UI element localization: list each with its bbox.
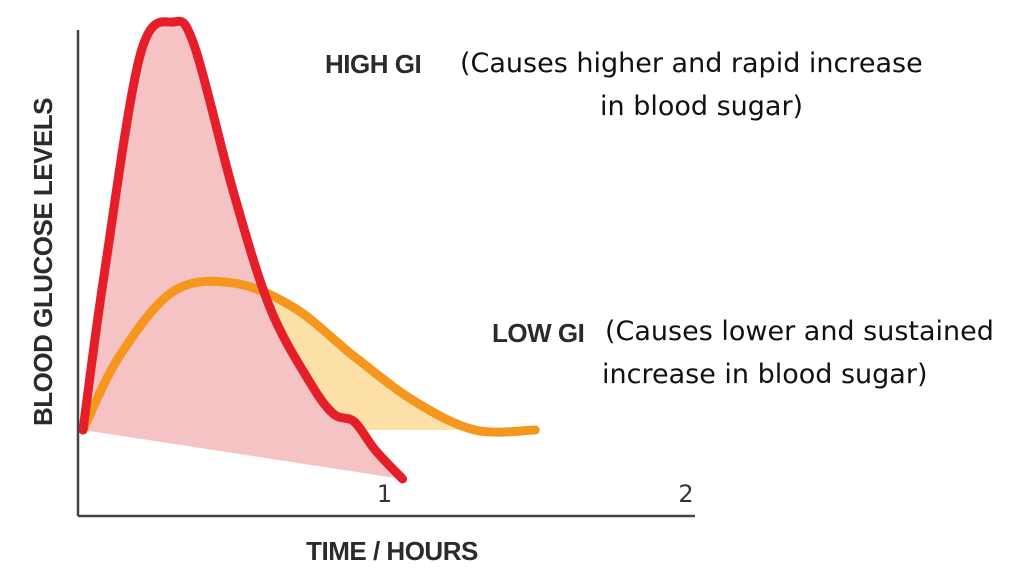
low-gi-description-line-2: increase in blood sugar) <box>602 359 927 390</box>
low-gi-description-line-1: (Causes lower and sustained <box>605 316 994 347</box>
high-gi-label: HIGH GI <box>325 49 421 79</box>
x-axis-title: TIME / HOURS <box>306 536 478 566</box>
high-gi-description-line-1: (Causes higher and rapid increase <box>460 48 923 79</box>
low-gi-label: LOW GI <box>492 318 584 348</box>
area-fills <box>83 21 536 480</box>
line-low-gi <box>78 276 540 437</box>
x-tick-label-1: 1 <box>377 480 392 508</box>
x-tick-label-2: 2 <box>678 480 693 508</box>
series-lines <box>78 16 540 484</box>
y-axis-title: BLOOD GLUCOSE LEVELS <box>28 98 58 426</box>
line-high-gi <box>78 16 408 484</box>
area-high-gi <box>83 21 403 480</box>
high-gi-description-line-2: in blood sugar) <box>600 91 803 122</box>
